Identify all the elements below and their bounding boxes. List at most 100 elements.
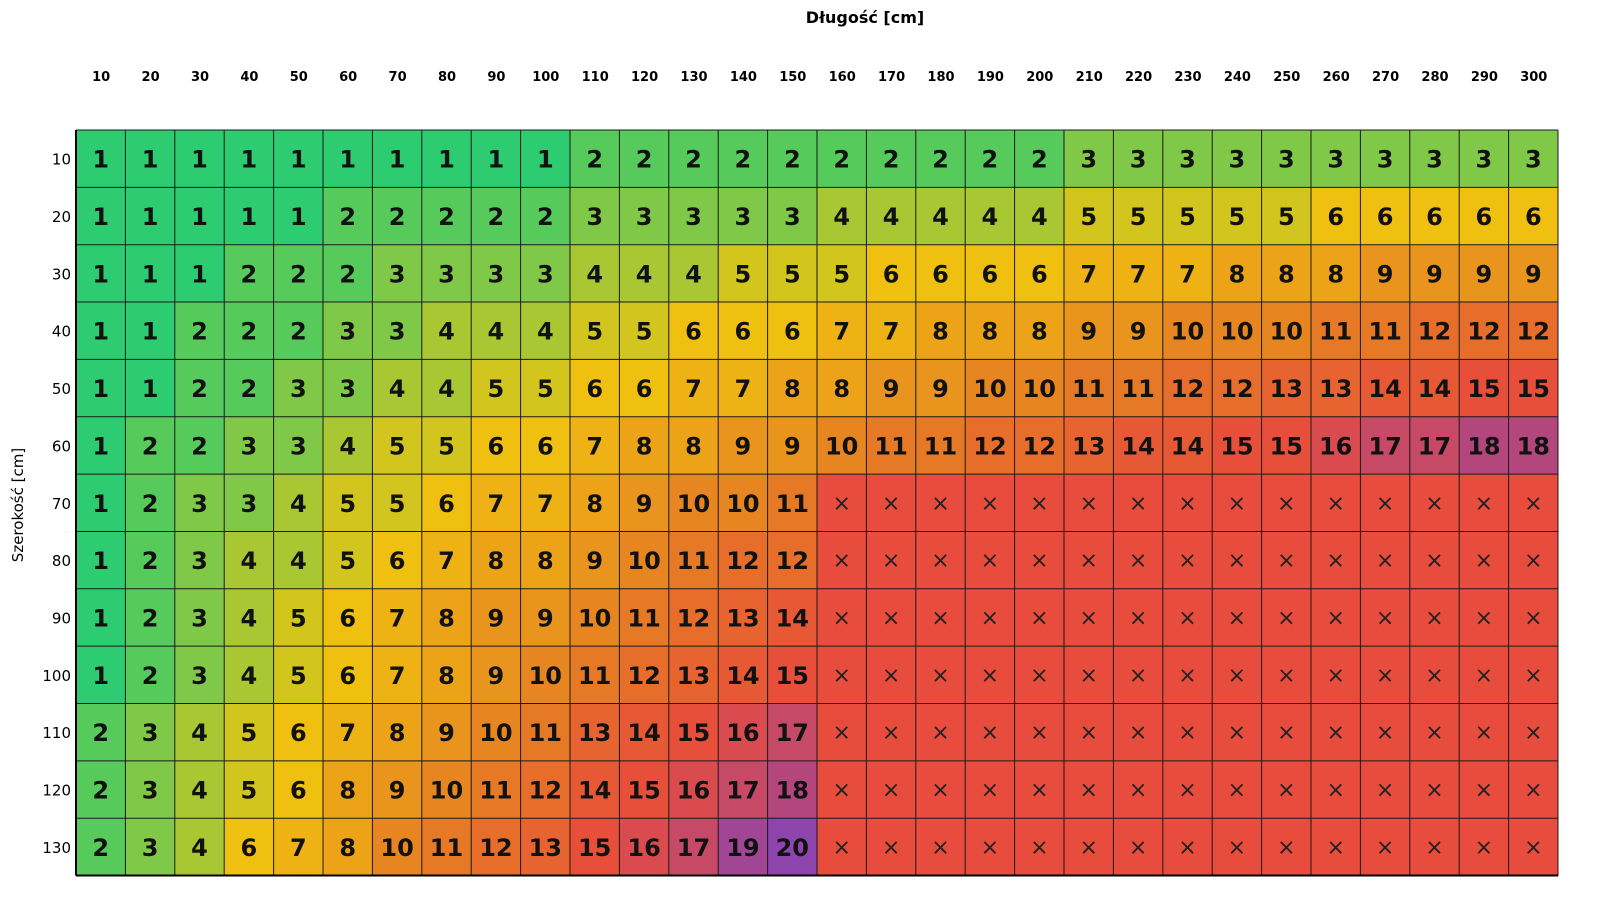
- cell-value-label: 4: [833, 203, 850, 231]
- heatmap-cell: [1064, 416, 1114, 475]
- x-tick-label: 240: [1224, 70, 1251, 85]
- cell-value-label: 7: [1130, 260, 1147, 288]
- cell-value-label: 12: [1517, 318, 1550, 346]
- heatmap-cell: [1261, 244, 1312, 303]
- x-tick-label: 150: [779, 70, 806, 85]
- cell-unavailable-mark: ×: [1030, 606, 1048, 631]
- cell-value-label: 1: [92, 146, 109, 174]
- heatmap-cell: [668, 760, 719, 819]
- heatmap-cell: [817, 130, 867, 188]
- heatmap-cell: [1459, 359, 1510, 418]
- cell-value-label: 5: [537, 375, 554, 403]
- heatmap-cell: [619, 588, 670, 647]
- heatmap-cell: [520, 703, 571, 762]
- heatmap-cell: [76, 130, 126, 188]
- heatmap-cell: [817, 244, 867, 303]
- cell-unavailable-mark: ×: [981, 721, 999, 746]
- heatmap-cell: [174, 531, 225, 590]
- cell-value-label: 6: [586, 375, 603, 403]
- heatmap-cell: [1311, 302, 1361, 360]
- heatmap-cell: [817, 302, 867, 360]
- heatmap-cell: [273, 359, 324, 418]
- cell-unavailable-mark: ×: [1524, 835, 1542, 860]
- heatmap-cell: [125, 359, 176, 418]
- heatmap-cell: [1212, 416, 1263, 475]
- heatmap-cell: [372, 760, 423, 819]
- heatmap-cell: [619, 130, 670, 188]
- cell-value-label: 10: [677, 490, 710, 518]
- cell-unavailable: [1311, 588, 1361, 647]
- cell-unavailable: [1162, 531, 1213, 590]
- cell-value-label: 9: [389, 777, 406, 805]
- cell-value-label: 5: [438, 432, 455, 460]
- cell-unavailable-mark: ×: [931, 549, 949, 574]
- y-tick-label: 40: [52, 323, 71, 341]
- cell-value-label: 10: [726, 490, 759, 518]
- cell-value-label: 4: [932, 203, 949, 231]
- cell-unavailable: [1212, 646, 1263, 704]
- heatmap-cell: [570, 703, 620, 762]
- cell-value-label: 4: [1031, 203, 1048, 231]
- cell-value-label: 15: [578, 834, 611, 862]
- cell-value-label: 3: [1278, 146, 1295, 174]
- y-tick-label: 60: [52, 437, 71, 455]
- heatmap-cell: [619, 818, 670, 877]
- cell-value-label: 4: [389, 375, 406, 403]
- heatmap-cell: [372, 302, 423, 360]
- heatmap-cell: [1409, 244, 1460, 303]
- cell-value-label: 7: [883, 318, 900, 346]
- cell-unavailable: [1014, 760, 1065, 819]
- heatmap-cell: [323, 130, 373, 188]
- heatmap-cell: [224, 187, 275, 246]
- cell-unavailable: [1311, 646, 1361, 704]
- cell-unavailable: [866, 531, 917, 590]
- cell-value-label: 6: [1426, 203, 1443, 231]
- cell-value-label: 4: [438, 318, 455, 346]
- heatmap-cell: [570, 416, 620, 475]
- heatmap-cell: [520, 646, 571, 704]
- cell-unavailable: [817, 703, 867, 762]
- cell-unavailable-mark: ×: [1129, 491, 1147, 516]
- heatmap-cell: [1409, 130, 1460, 188]
- heatmap-cell: [421, 818, 472, 877]
- cell-value-label: 4: [290, 547, 307, 575]
- heatmap-cell: [668, 130, 719, 188]
- x-tick-label: 290: [1471, 70, 1498, 85]
- cell-value-label: 4: [685, 260, 702, 288]
- heatmap-cell: [421, 531, 472, 590]
- cell-unavailable: [817, 760, 867, 819]
- cell-value-label: 4: [636, 260, 653, 288]
- cell-unavailable: [1014, 474, 1065, 532]
- heatmap-cell: [273, 646, 324, 704]
- cell-unavailable-mark: ×: [1326, 663, 1344, 688]
- cell-unavailable-mark: ×: [1030, 549, 1048, 574]
- cell-value-label: 3: [191, 490, 208, 518]
- heatmap-cell: [520, 244, 571, 303]
- cell-unavailable: [1212, 531, 1263, 590]
- heatmap-cell: [125, 130, 176, 188]
- heatmap-cell: [1409, 359, 1460, 418]
- heatmap-cell: [471, 646, 522, 704]
- heatmap-cell: [471, 531, 522, 590]
- cell-unavailable-mark: ×: [1129, 606, 1147, 631]
- heatmap-cell: [125, 302, 176, 360]
- heatmap-cell: [323, 703, 373, 762]
- cell-unavailable: [1113, 531, 1164, 590]
- cell-unavailable-mark: ×: [832, 606, 850, 631]
- cell-value-label: 12: [1220, 375, 1253, 403]
- heatmap-cell: [323, 187, 373, 246]
- heatmap-cell: [1261, 302, 1312, 360]
- cell-unavailable: [1409, 818, 1460, 877]
- heatmap-cell: [125, 588, 176, 647]
- cell-value-label: 8: [339, 834, 356, 862]
- cell-value-label: 1: [142, 318, 159, 346]
- heatmap-cell: [1360, 187, 1411, 246]
- cell-value-label: 10: [380, 834, 413, 862]
- heatmap-cell: [965, 244, 1016, 303]
- cell-value-label: 8: [1278, 260, 1295, 288]
- heatmap-cell: [174, 244, 225, 303]
- heatmap-cell: [767, 531, 818, 590]
- cell-unavailable: [817, 531, 867, 590]
- heatmap-cell: [1409, 416, 1460, 475]
